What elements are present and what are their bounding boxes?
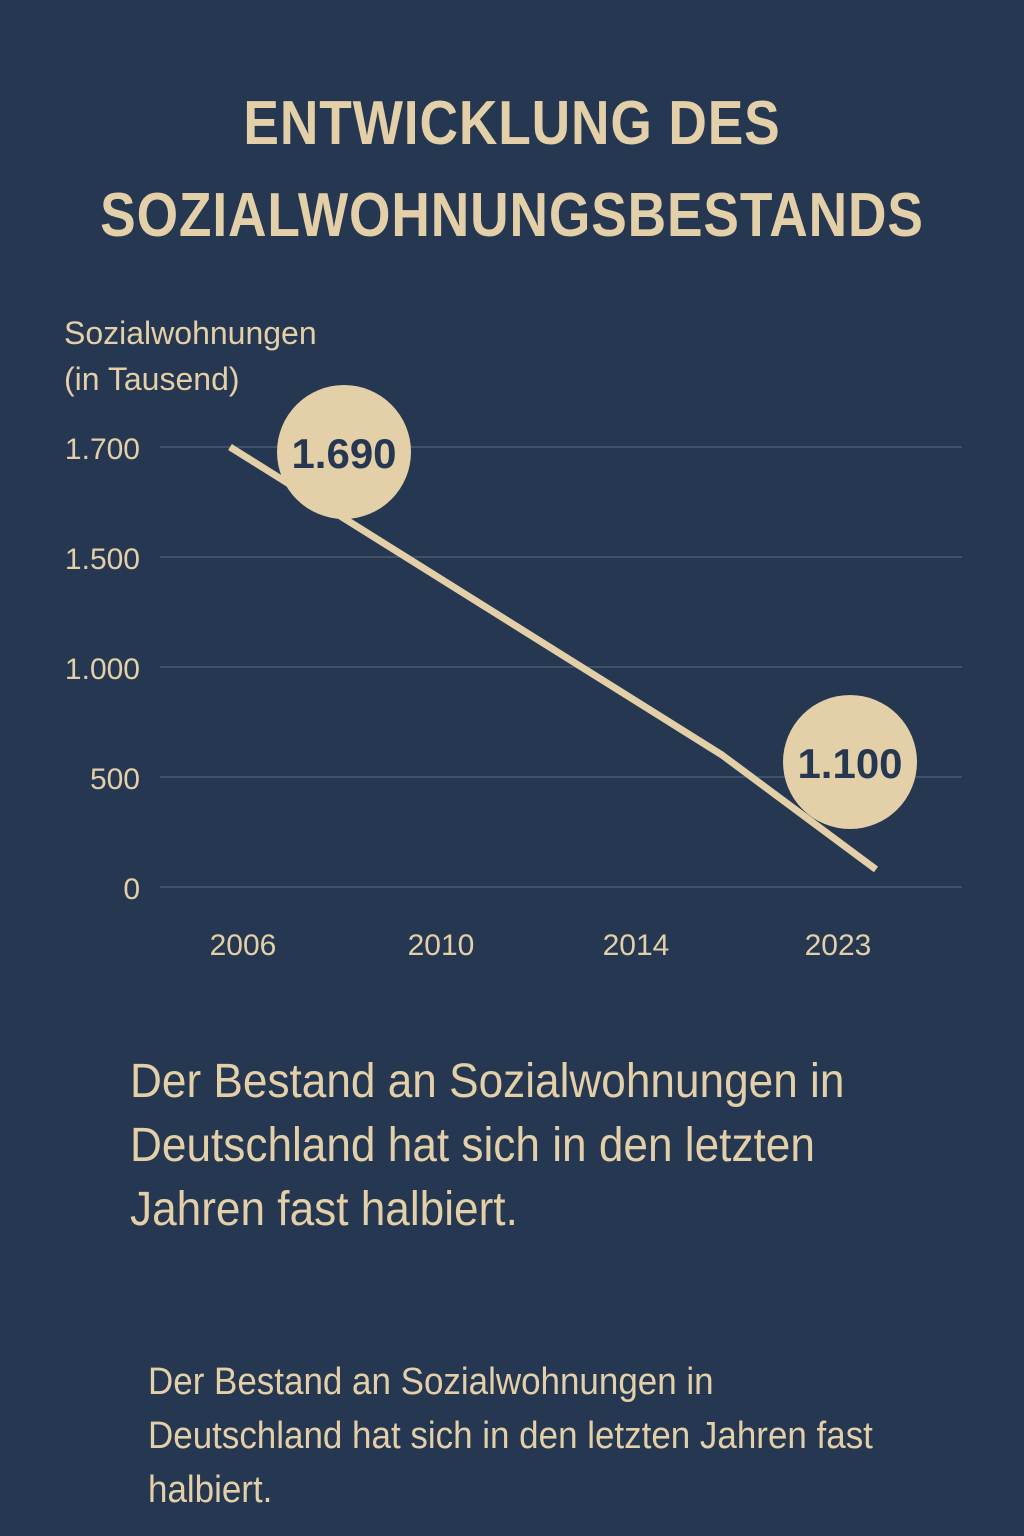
value-badge xyxy=(783,695,917,829)
summary-text-repeat: Der Bestand an Sozialwohnungen in Deutsc… xyxy=(148,1361,873,1511)
value-badge-label: 1.100 xyxy=(797,740,902,787)
y-tick-label: 500 xyxy=(90,763,140,796)
value-badge xyxy=(277,385,411,519)
y-axis-label-line-1: Sozialwohnungen xyxy=(64,315,317,351)
title-line-1: ENTWICKLUNG DES xyxy=(243,89,781,158)
x-tick-label: 2023 xyxy=(805,929,872,962)
series-line xyxy=(228,444,879,873)
series xyxy=(228,444,879,873)
y-tick-label: 1.500 xyxy=(65,543,140,576)
x-axis-ticks: 2006 2010 2014 2023 xyxy=(210,929,872,962)
summary-text: Der Bestand an Sozialwohnungen in Deutsc… xyxy=(130,1055,845,1236)
title-line-2: SOZIALWOHNUNGSBESTANDS xyxy=(100,181,924,250)
y-tick-label: 1.000 xyxy=(65,653,140,686)
y-axis-ticks: 0 500 1.000 1.500 1.700 xyxy=(65,433,140,906)
y-tick-label: 1.700 xyxy=(65,433,140,466)
x-tick-label: 2006 xyxy=(210,929,277,962)
x-tick-label: 2010 xyxy=(408,929,475,962)
value-badge-label: 1.690 xyxy=(291,430,396,477)
chart-title: ENTWICKLUNG DES SOZIALWOHNUNGSBESTANDS xyxy=(72,78,953,262)
y-axis-label-line-2: (in Tausend) xyxy=(64,361,240,397)
line-chart: Sozialwohnungen (in Tausend) 0 500 1.000 1.… xyxy=(64,315,962,962)
x-tick-label: 2014 xyxy=(603,929,670,962)
y-tick-label: 0 xyxy=(123,873,140,906)
annotations: 1.690 1.100 xyxy=(277,385,917,829)
